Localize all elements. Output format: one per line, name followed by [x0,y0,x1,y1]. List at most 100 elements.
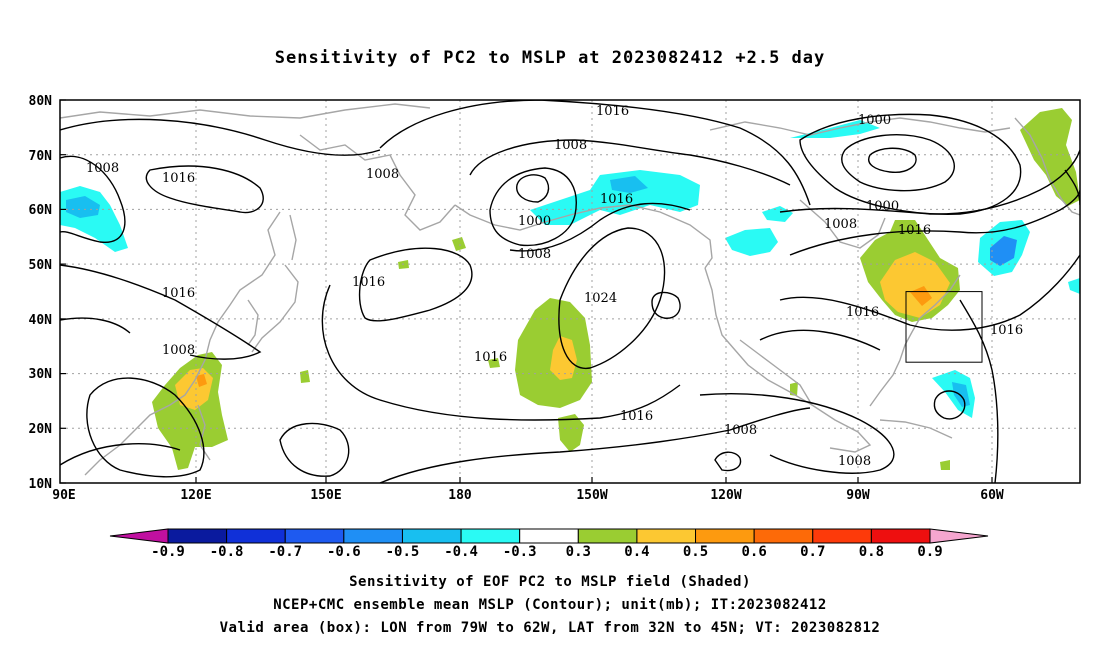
x-tick-label: 60W [980,488,1004,503]
contour-18 [379,407,811,483]
x-tick-label: 180 [448,488,472,503]
caption-shading: Sensitivity of EOF PC2 to MSLP field (Sh… [349,574,751,590]
x-tick-label: 150W [576,488,607,503]
coast-greenland [1014,117,1080,216]
coast-na-east [869,274,961,407]
colorbar-cell [870,528,931,544]
contour-13 [651,291,681,319]
colorbar-cell [577,528,638,544]
contour-label: 1016 [898,223,931,238]
contour-label: 1000 [858,113,891,128]
colorbar-label: 0.5 [683,544,708,560]
coast-hudson [799,199,886,249]
contour-label: 1024 [584,291,617,306]
colorbar-cell [401,528,462,544]
x-tick-label: 90E [52,488,75,503]
contour-19 [699,393,895,474]
contour-label: 1016 [352,275,385,290]
shade-cyan-canada1 [725,228,778,256]
y-axis: 80N 70N 60N 50N 40N 30N 20N 10N [29,94,66,492]
y-tick-label: 60N [29,203,53,218]
contour-5 [379,100,811,206]
contour-label: 1008 [724,423,757,438]
shade-cyan-northpacific [530,170,700,225]
y-tick-label: 50N [29,258,53,273]
x-axis: 90E 120E 150E 180 150W 120W 90W 60W [52,477,1004,503]
contour-label: 1008 [366,167,399,182]
shade-green-asia [152,352,228,470]
shade-cyan-canada2 [762,206,793,222]
coast-siberia [299,134,456,231]
contour-label: 1008 [554,138,587,153]
contour-28 [933,390,966,420]
colorbar-label: 0.3 [566,544,591,560]
colorbar-cell [284,528,345,544]
colorbar-label: 0.8 [859,544,884,560]
contour-4 [60,264,262,360]
colorbar-label: -0.6 [327,544,361,560]
x-tick-label: 90W [846,488,870,503]
contour-22 [841,134,955,192]
contour-label: 1016 [846,305,879,320]
coast-japan [251,264,299,353]
contour-29 [959,299,999,483]
contour-6 [469,139,791,186]
contour-label: 1016 [162,286,195,301]
colorbar-label: -0.9 [151,544,185,560]
valid-area-box [905,291,983,363]
y-tick-label: 40N [29,313,53,328]
shaded-sensitivity [60,108,1080,470]
colorbar-label: -0.5 [386,544,420,560]
contour-17 [279,422,350,477]
map-title: Sensitivity of PC2 to MSLP at 2023082412… [274,48,826,68]
contour-15 [60,443,181,466]
shade-blue-atlantic [952,382,970,407]
colorbar-label: -0.3 [503,544,537,560]
colorbar-cell [226,528,286,544]
coast-sakhalin [289,214,297,261]
shade-yellow-atlantic [880,252,950,318]
colorbar-left-triangle [109,528,169,544]
contour-14 [86,377,205,478]
contour-27 [759,329,881,351]
colorbar-label: 0.4 [624,544,649,560]
contour-label: 1008 [518,247,551,262]
shade-yellow-pacific [550,336,577,380]
contour-label: 1016 [620,409,653,424]
coast-na-west [704,267,872,453]
colorbar-cell [695,528,755,544]
y-tick-label: 70N [29,149,53,164]
x-tick-label: 120E [180,488,211,503]
mslp-contours [60,100,1080,483]
colorbar-cell [753,528,814,544]
colorbar-label: 0.6 [742,544,767,560]
contour-16 [60,317,131,334]
contour-label: 1016 [474,350,507,365]
y-tick-label: 20N [29,422,53,437]
coast-caribbean [879,419,953,439]
colorbar-label: 0.9 [917,544,942,560]
contour-label: 1000 [866,199,899,214]
contour-label: 1008 [824,217,857,232]
contour-26 [779,254,1080,331]
y-tick-label: 10N [29,477,53,492]
contour-9 [509,202,691,252]
contour-23 [868,147,917,173]
coast-philippines [197,404,211,461]
colorbar-cell [519,528,579,544]
colorbar: -0.9 -0.8 -0.7 -0.6 -0.5 -0.4 -0.3 0.3 0.4 0.5 0.6… [109,528,989,560]
colorbar-label: -0.7 [268,544,302,560]
contour-11 [321,284,681,421]
contour-3 [145,165,264,214]
contour-label-group: 1016 1008 1008 1016 1008 1000 1016 1008 … [86,104,1023,469]
coastlines [60,103,1080,476]
colorbar-right-triangle [929,528,989,544]
contour-label: 1016 [990,323,1023,338]
colorbar-label: -0.8 [210,544,244,560]
contour-10 [358,247,473,322]
contour-label: 1016 [162,171,195,186]
coast-na-north [709,117,1011,136]
shade-green-greenland [1020,108,1080,206]
contour-8 [516,174,550,203]
